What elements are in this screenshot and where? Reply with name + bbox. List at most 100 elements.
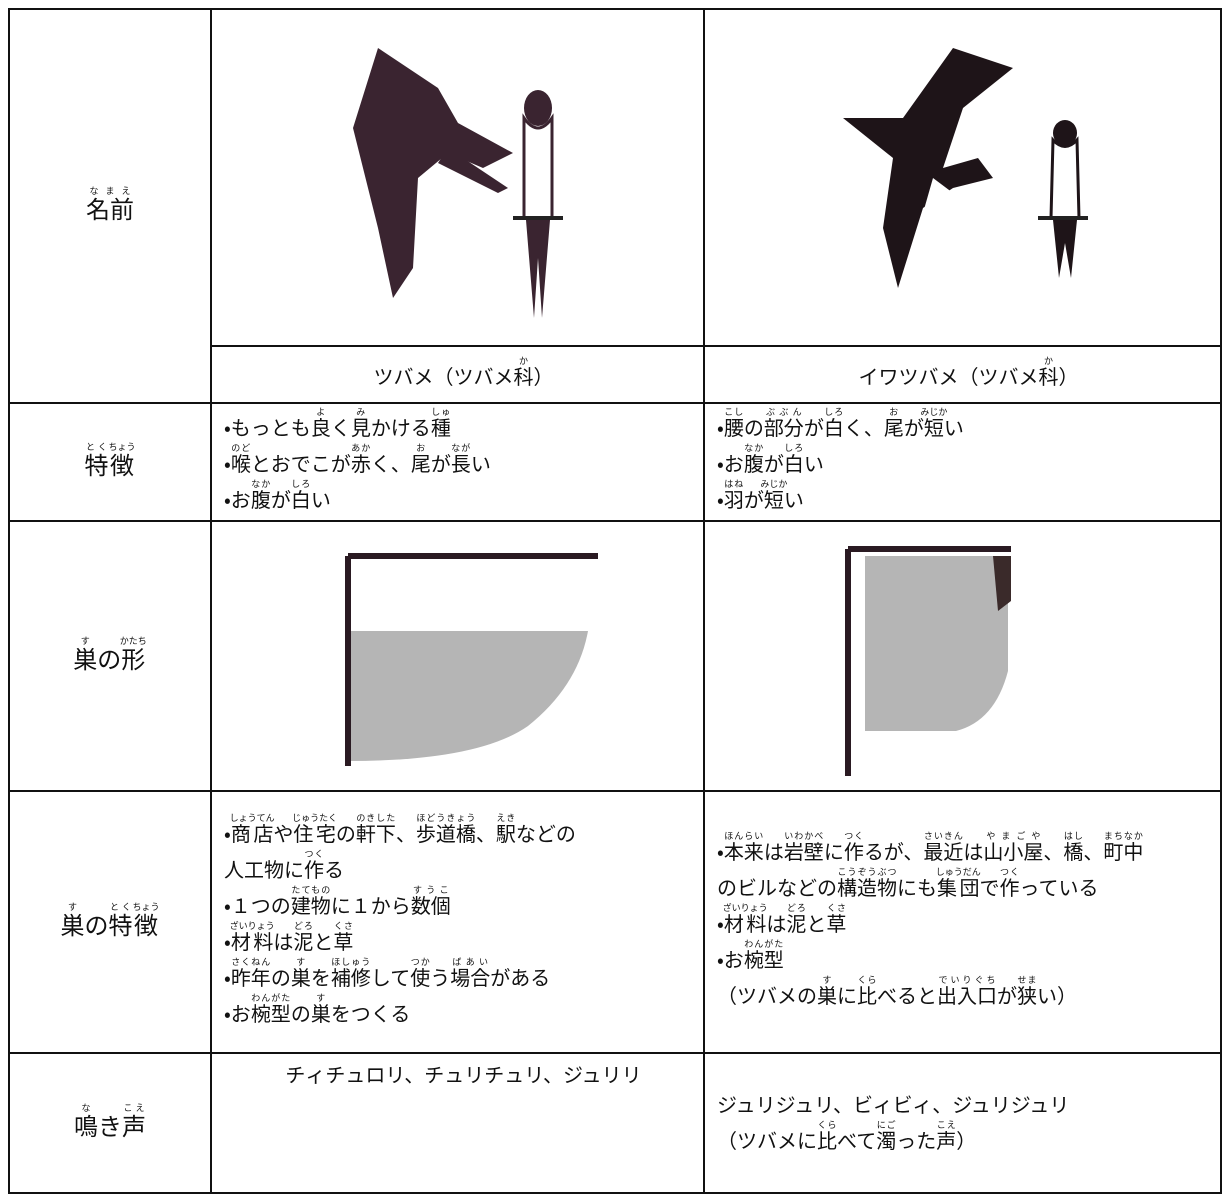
furigana: のきした bbox=[355, 814, 396, 824]
ruby-word: 橋はし bbox=[1063, 832, 1084, 864]
ruby-word: 見み bbox=[351, 408, 371, 440]
text: った bbox=[896, 1128, 937, 1153]
image-cell bbox=[210, 8, 705, 347]
furigana: す bbox=[73, 637, 98, 647]
word: 徴 bbox=[132, 912, 160, 940]
text-line: ・お腹なかが白しろい bbox=[717, 444, 1220, 480]
text-line: ・１つの建物たてものに１から数個すうこ bbox=[224, 886, 703, 922]
text: ・お bbox=[717, 948, 744, 972]
furigana: す bbox=[60, 903, 85, 913]
ruby-word: 徴ちょう bbox=[108, 443, 135, 480]
word: 橋 bbox=[1063, 840, 1084, 864]
text: に bbox=[837, 984, 857, 1008]
text: を bbox=[310, 966, 331, 990]
text: ） bbox=[533, 364, 554, 389]
ruby-word: 最近さいきん bbox=[923, 832, 963, 864]
ruby-word: 巣す bbox=[60, 903, 84, 940]
text: のビルなどの bbox=[717, 876, 837, 900]
text-line: （ツバメの巣すに比くらべると出入口でいりぐちが狭せまい） bbox=[717, 976, 1220, 1012]
ruby-word: 商店しょうてん bbox=[230, 814, 275, 846]
ruby-word: 赤あか bbox=[351, 444, 371, 476]
text: ・お bbox=[224, 488, 251, 512]
furigana: かたち bbox=[119, 637, 147, 647]
ruby-word: 泥どろ bbox=[293, 922, 313, 954]
furigana: わんがた bbox=[250, 994, 291, 1004]
furigana: こえ bbox=[122, 1104, 146, 1114]
feature-cell: ・腰こしの部分ぶぶんが白しろく、尾おが短みじかい ・お腹なかが白しろい ・羽はねが短… bbox=[703, 402, 1222, 522]
ruby-word: 声こえ bbox=[122, 1104, 146, 1141]
text: ジュリジュリ、ビィビィ、ジュリジュリ bbox=[717, 1092, 1070, 1117]
image-cell bbox=[210, 520, 705, 792]
ruby-word: 尾お bbox=[411, 444, 431, 476]
text: （ツバメの bbox=[717, 984, 817, 1008]
word: 補修 bbox=[330, 966, 371, 990]
furigana: よ bbox=[310, 408, 331, 418]
word: 住宅 bbox=[292, 822, 338, 846]
furigana: ちょう bbox=[132, 903, 160, 913]
furigana: せま bbox=[1017, 976, 1037, 986]
text: ・ bbox=[717, 840, 724, 864]
text: ） bbox=[956, 1128, 977, 1153]
furigana: なか bbox=[250, 480, 271, 490]
furigana: こえ bbox=[936, 1120, 957, 1131]
furigana: ざいりょう bbox=[229, 922, 275, 932]
word: 歩道橋 bbox=[415, 822, 476, 846]
furigana: す bbox=[310, 994, 331, 1004]
text: 、 bbox=[475, 822, 496, 846]
word: 巣 bbox=[817, 984, 837, 1008]
bird-table: 名前なまえ ツバメ（ツバメ科か） イワツバメ（ツバメ科か） 特とく徴ちょう ・も… bbox=[8, 8, 1222, 1194]
text: 人工物に bbox=[224, 858, 304, 882]
furigana: くら bbox=[817, 1120, 837, 1131]
furigana: やまごや bbox=[983, 832, 1044, 842]
furigana: とく bbox=[108, 903, 133, 913]
ruby-word: 椀型わんがた bbox=[251, 994, 291, 1026]
ruby-word: 科か bbox=[513, 357, 534, 389]
ruby-word: 材料ざいりょう bbox=[723, 904, 768, 936]
ruby-word: 長なが bbox=[450, 444, 471, 476]
row-label: 特とく徴ちょう bbox=[8, 402, 212, 522]
furigana: しろ bbox=[290, 480, 311, 490]
word: 科 bbox=[513, 364, 534, 389]
image-cell bbox=[703, 8, 1222, 347]
ruby-word: 種しゅ bbox=[431, 408, 451, 440]
furigana: つか bbox=[410, 958, 431, 968]
furigana: いわかべ bbox=[783, 832, 824, 842]
furigana: たてもの bbox=[290, 886, 331, 896]
ruby-word: 巣す bbox=[291, 958, 311, 990]
word: 良 bbox=[310, 416, 331, 440]
ruby-word: 名前なまえ bbox=[86, 187, 134, 224]
text-line: ・お腹なかが白しろい bbox=[224, 480, 703, 516]
word: 建物 bbox=[290, 894, 331, 918]
furigana: ざいりょう bbox=[722, 904, 768, 914]
ruby-word: 出入口でいりぐち bbox=[937, 976, 997, 1008]
word: 長 bbox=[450, 452, 471, 476]
word: 巣 bbox=[73, 646, 98, 674]
word: 昨年 bbox=[230, 966, 271, 990]
text: チィチュロリ、チュリチュリ、ジュリリ bbox=[285, 1063, 642, 1087]
text: く、 bbox=[843, 416, 884, 440]
text-line: のビルなどの構造物こうぞうぶつにも集団しゅうだんで作つくっている bbox=[717, 868, 1220, 904]
word: 本来 bbox=[723, 840, 764, 864]
text: かける bbox=[370, 416, 431, 440]
text: る bbox=[324, 858, 344, 882]
text: は bbox=[273, 930, 294, 954]
text: っている bbox=[1019, 876, 1099, 900]
word: 部分 bbox=[763, 416, 804, 440]
word: 材料 bbox=[229, 930, 275, 954]
word: 白 bbox=[783, 452, 804, 476]
ruby-word: 比くら bbox=[817, 1121, 837, 1153]
word: 場合 bbox=[450, 966, 491, 990]
text: ・ bbox=[224, 966, 231, 990]
text: や bbox=[273, 822, 294, 846]
text: ・ bbox=[224, 822, 231, 846]
ruby-word: 使つか bbox=[410, 958, 430, 990]
text-line: ・お椀型わんがたの巣すをつくる bbox=[224, 994, 703, 1030]
text: い bbox=[943, 416, 964, 440]
ruby-word: 徴ちょう bbox=[132, 903, 160, 940]
ruby-word: 短みじか bbox=[920, 408, 947, 440]
furigana: つく bbox=[304, 850, 324, 860]
furigana: しゅうだん bbox=[935, 868, 981, 878]
row-label: 巣すの特とく徴ちょう bbox=[8, 790, 212, 1054]
furigana: しろ bbox=[823, 408, 844, 418]
